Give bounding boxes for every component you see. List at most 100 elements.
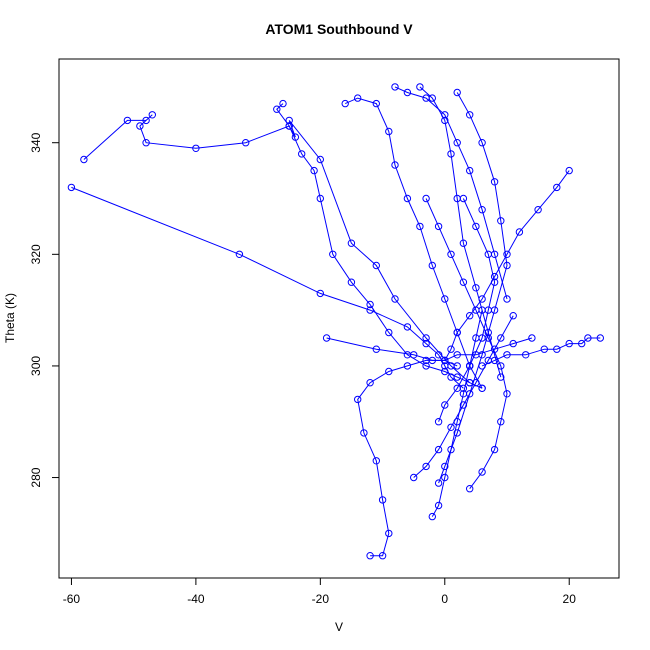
data-point [484,250,492,259]
data-point [478,206,486,214]
data-point [447,423,455,431]
data-point [503,390,511,398]
data-point [310,166,318,175]
x-tick-label: -60 [63,592,81,606]
data-point [596,334,604,342]
data-point [422,194,430,203]
data-point [466,111,474,119]
y-tick-label: 300 [29,356,43,376]
data-point [466,166,474,175]
series-line [438,198,496,422]
series-line [444,170,570,361]
data-point [142,139,150,147]
series-line [71,186,464,389]
data-point [366,300,374,309]
data-point [428,261,436,270]
data-point [503,250,511,259]
data-point [578,339,586,348]
data-point [447,445,455,454]
data-point [441,401,449,409]
series-line [276,103,483,389]
data-point [484,334,492,342]
data-point [528,334,536,342]
data-point [515,228,524,236]
data-point [478,139,486,147]
data-point [441,356,449,365]
data-point [403,194,412,203]
data-point [490,178,499,186]
data-point [366,379,374,387]
data-point [403,88,412,97]
plot-frame [58,58,620,579]
data-point [322,334,331,342]
data-point [434,418,443,426]
data-point [391,83,399,91]
y-tick-label: 340 [29,132,43,152]
data-point [366,552,374,560]
x-tick-label: 0 [441,592,448,606]
y-axis-label: Theta (K) [3,293,17,343]
data-point [410,351,418,359]
data-point [466,362,474,370]
data-point [391,161,399,169]
series-line [419,86,502,378]
data-point [441,462,449,471]
data-point [385,328,393,337]
data-point [347,239,356,247]
series-line [481,337,601,367]
chart-title: ATOM1 Southbound V [265,21,413,37]
data-point [522,351,530,359]
data-point [447,150,455,158]
data-point [478,384,486,392]
data-point [453,88,461,97]
data-point [447,250,455,259]
data-point [403,323,412,331]
data-point [360,429,368,437]
data-point [472,222,480,231]
series-line [344,97,483,389]
series-line [357,359,458,557]
series-line [326,337,533,361]
series-line [413,315,514,478]
data-point [447,345,455,353]
y-tick-label: 320 [29,244,43,264]
data-point [354,395,362,404]
data-point [466,485,474,493]
data-point [497,362,505,370]
data-point [509,339,517,348]
data-point [434,222,443,231]
data-point [497,418,505,426]
series-line [425,198,508,489]
data-point [553,183,561,192]
data-point [372,261,380,270]
data-point [378,496,387,504]
data-point [503,295,511,303]
data-point [391,295,399,303]
data-point [466,312,474,320]
data-point [285,122,293,130]
data-point [372,99,380,108]
data-point [453,384,461,392]
data-point [422,462,430,471]
data-point [385,529,393,538]
series-line [83,114,471,384]
data-point [403,362,412,370]
data-point [434,479,443,487]
data-point [329,250,337,259]
data-point [453,328,461,337]
x-tick-label: 20 [563,592,577,606]
data-point [428,94,436,102]
data-point [503,261,511,270]
data-point [497,373,505,381]
data-point [279,99,287,108]
data-point [347,278,356,286]
data-point [416,83,424,91]
data-point [341,99,349,108]
data-point [434,501,443,510]
data-point [459,239,468,247]
axes: -60 -40 -20 0 20 280 300 320 340 [29,58,620,606]
series-line [431,309,483,517]
data-point [136,122,144,130]
